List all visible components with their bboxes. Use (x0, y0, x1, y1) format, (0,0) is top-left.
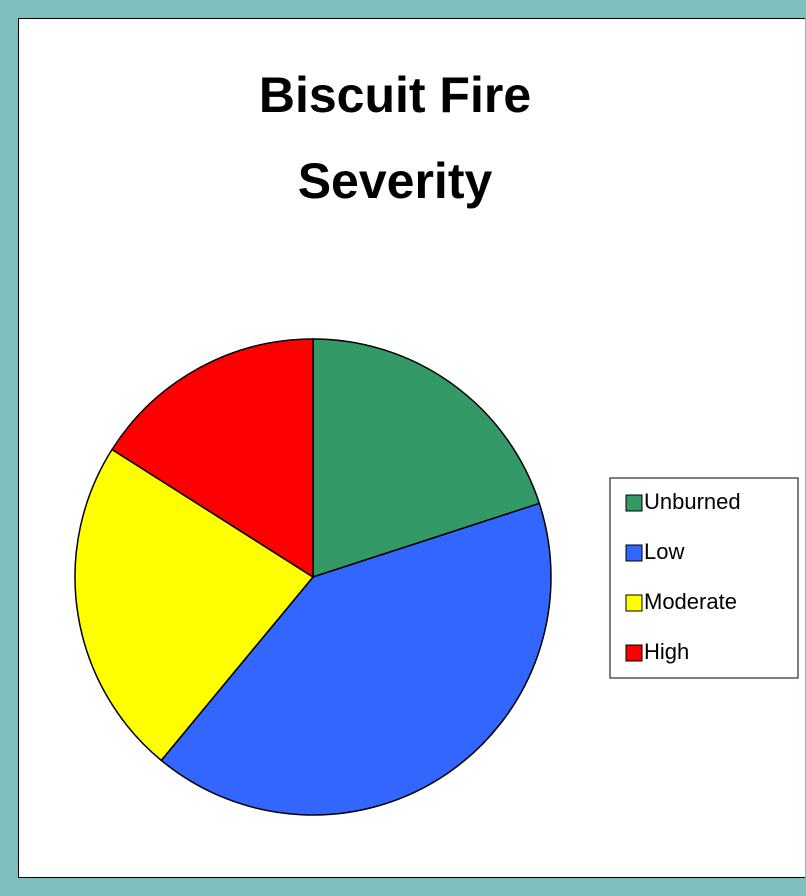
legend-swatch (625, 494, 643, 512)
legend-swatch (625, 594, 643, 612)
legend-label: Unburned (644, 489, 741, 514)
chart-title: Biscuit Fire Severity (258, 67, 532, 209)
pie-slice (111, 338, 314, 579)
legend-label: Moderate (644, 589, 737, 614)
legend-swatch (625, 544, 643, 562)
legend-label: Low (644, 539, 684, 564)
pie-slice (160, 502, 552, 816)
pie-slice (312, 338, 541, 579)
pie-slice (74, 448, 315, 762)
legend-label: High (644, 639, 689, 664)
legend-swatch (625, 644, 643, 662)
